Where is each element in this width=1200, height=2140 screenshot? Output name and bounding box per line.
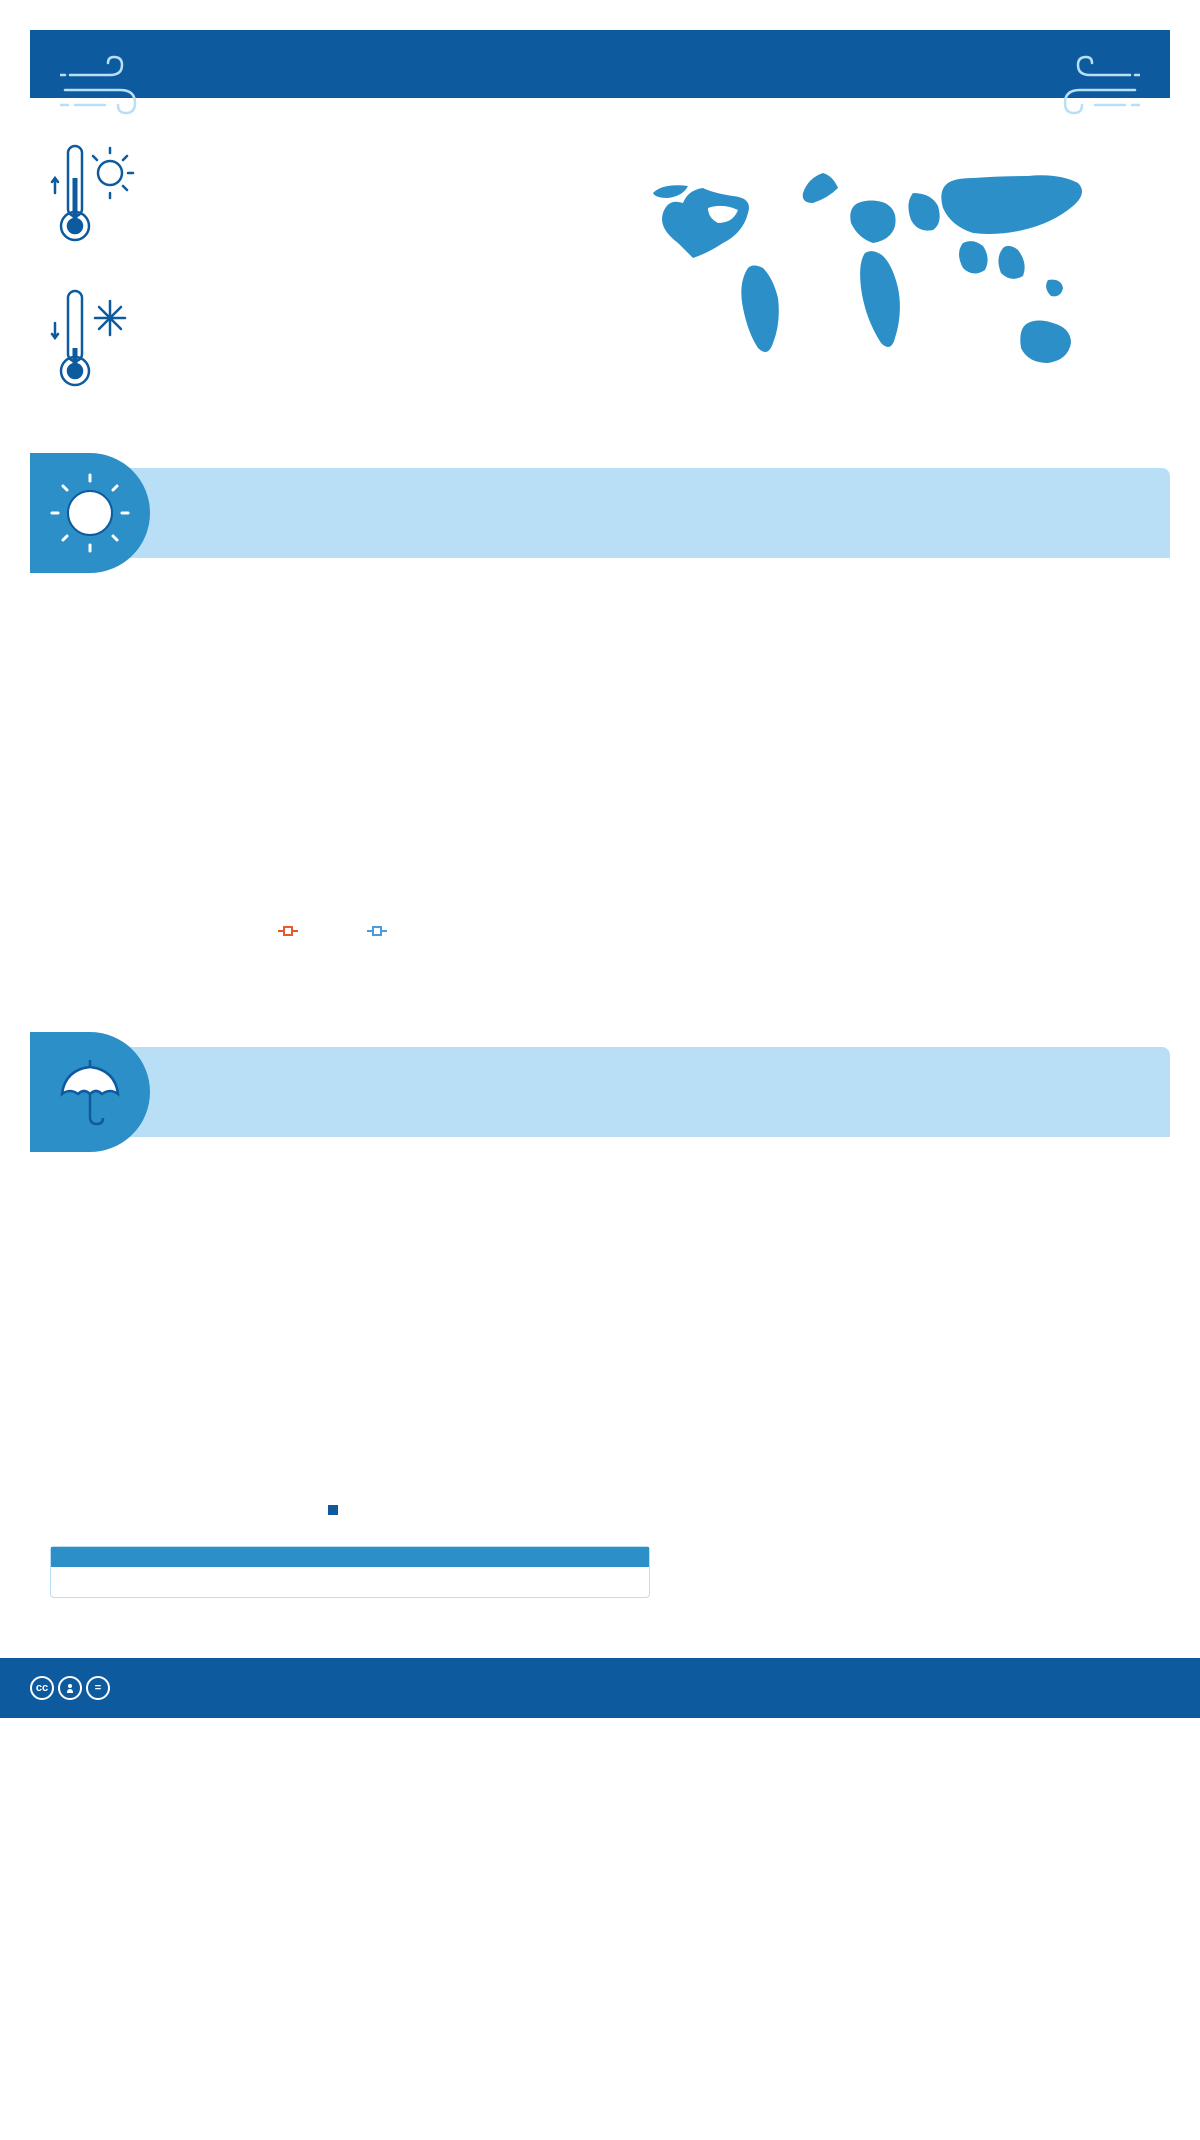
temperature-legend — [50, 923, 650, 937]
temperature-section-header — [30, 468, 1170, 558]
temperature-info — [690, 608, 1150, 937]
precipitation-chart — [50, 1187, 650, 1492]
header — [30, 30, 1170, 98]
precipitation-section-header — [30, 1047, 1170, 1137]
precipitation-probability — [50, 1546, 650, 1598]
coldest-block — [50, 283, 585, 398]
thermometer-hot-icon — [50, 138, 140, 253]
wind-icon — [1050, 55, 1140, 130]
warmest-block — [50, 138, 585, 253]
thermometer-cold-icon — [50, 283, 140, 398]
footer: cc = — [0, 1658, 1200, 1718]
sun-icon — [30, 453, 150, 573]
umbrella-icon — [30, 1032, 150, 1152]
precipitation-info — [690, 1187, 1150, 1598]
intro-section — [30, 98, 1170, 448]
precipitation-legend — [50, 1502, 650, 1516]
temperature-chart — [50, 608, 650, 937]
cc-icons: cc = — [30, 1676, 110, 1700]
world-map — [615, 138, 1150, 423]
wind-icon — [60, 55, 150, 130]
